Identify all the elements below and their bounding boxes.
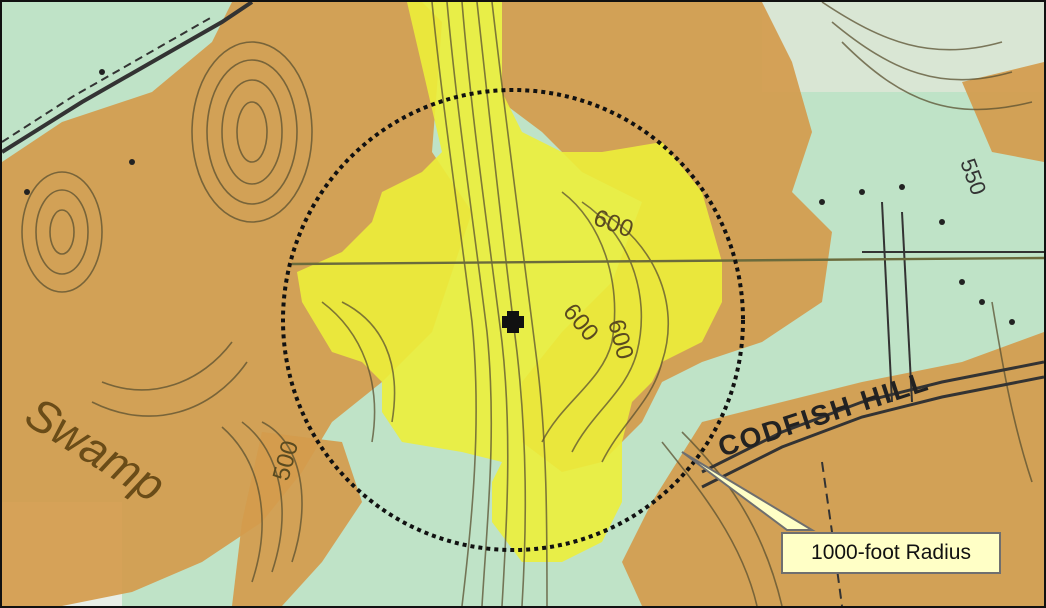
contour-lines (21, 2, 1033, 606)
contour-line (541, 191, 616, 443)
contour-line (21, 171, 103, 293)
orange-zone (962, 62, 1044, 162)
building-dot (859, 189, 865, 195)
building-dot (129, 159, 135, 165)
contour-line (206, 59, 298, 205)
contour-line (321, 301, 376, 443)
building-dot (899, 184, 905, 190)
contour-line (261, 421, 303, 563)
building-dot (979, 299, 985, 305)
contour-line (221, 426, 263, 583)
contour-line (35, 189, 89, 275)
road (701, 360, 1044, 474)
yellow-zone (297, 2, 722, 562)
road (2, 16, 213, 143)
building-dots (24, 69, 1015, 325)
contour-line (491, 2, 548, 606)
contour-line (601, 211, 670, 463)
road (2, 2, 254, 154)
road (881, 201, 893, 403)
contour-line (821, 2, 1003, 51)
building-dot (24, 189, 30, 195)
contour-line (841, 41, 1033, 111)
contour-line (236, 101, 268, 163)
building-dot (939, 219, 945, 225)
contour-line (191, 41, 313, 223)
orange-zone (2, 2, 472, 606)
contour-line (341, 301, 396, 423)
road (701, 375, 1044, 489)
survey-line (291, 256, 1044, 266)
contour-line (431, 2, 477, 606)
contour-line (241, 421, 283, 573)
orange-zone (232, 432, 362, 606)
building-dot (959, 279, 965, 285)
contour-line (91, 361, 248, 417)
building-dot (1009, 319, 1015, 325)
radius-circle (281, 88, 745, 552)
contour-line (101, 341, 233, 391)
road (901, 211, 913, 403)
contour-line (221, 79, 283, 185)
center-marker[interactable] (502, 311, 524, 333)
building-dot (99, 69, 105, 75)
contour-line (476, 2, 527, 606)
contour-line (661, 441, 758, 606)
callout-pointer (681, 451, 816, 531)
contour-line (681, 431, 783, 606)
radius-callout: 1000-foot Radius (781, 532, 1001, 574)
contour-line (991, 301, 1033, 483)
building-dot (819, 199, 825, 205)
contour-line (831, 21, 1013, 81)
contour-line (571, 201, 643, 453)
contour-line (49, 209, 75, 255)
contour-line (461, 2, 509, 606)
